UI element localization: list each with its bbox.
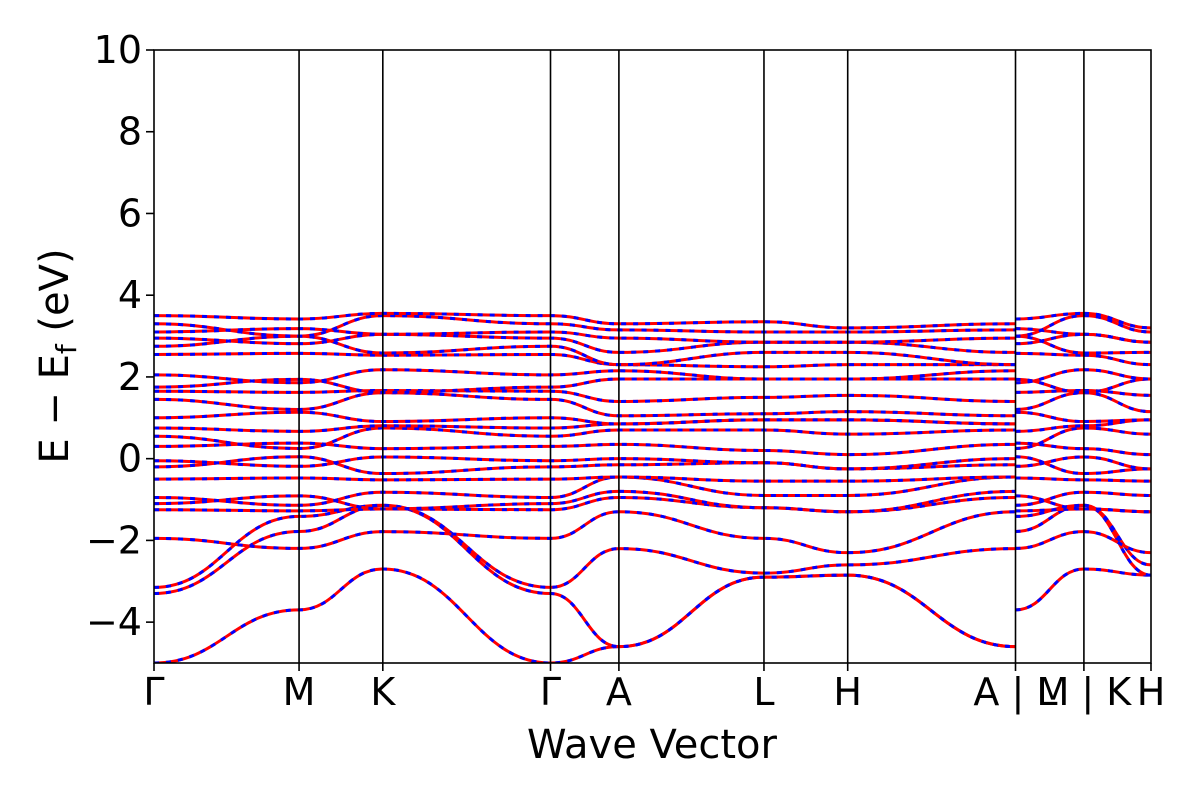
band-line-spin-up — [154, 503, 1016, 589]
band-line-spin-up — [1083, 332, 1151, 344]
y-axis-title-main: E − E — [32, 354, 78, 464]
band-line-spin-up — [1083, 350, 1151, 355]
band-line-spin-up — [1015, 530, 1084, 550]
y-tick-label: 8 — [118, 110, 142, 154]
plot-frame — [153, 49, 1152, 664]
y-axis-title: E − Ef (eV) — [32, 248, 83, 463]
band-line-spin-down — [1015, 567, 1084, 612]
band-line-spin-down — [1083, 368, 1151, 381]
x-tick-label: Γ — [143, 670, 164, 714]
band-line-spin-up — [1083, 490, 1151, 497]
band-line-spin-up — [1083, 426, 1151, 436]
band-line-spin-down — [1015, 351, 1084, 357]
x-tick-label: M — [283, 670, 316, 714]
x-tick-label: A | L — [973, 670, 1057, 715]
band-line-spin-down — [1083, 455, 1151, 471]
band-line-spin-down — [1083, 503, 1151, 577]
y-tick-label: 2 — [118, 355, 142, 399]
band-line-spin-down — [1083, 530, 1151, 555]
band-line-spin-down — [1015, 311, 1084, 321]
band-line-spin-up — [1083, 368, 1151, 381]
band-line-spin-down — [1015, 455, 1084, 476]
x-tick-label: A — [606, 670, 632, 714]
y-axis-ticks: −4 −2 0 2 4 6 8 10 — [86, 28, 154, 644]
band-line-spin-down — [1015, 327, 1084, 336]
band-line-spin-up — [1083, 507, 1151, 514]
band-line-spin-up — [1083, 353, 1151, 367]
band-line-spin-up — [1015, 476, 1084, 482]
y-axis-title-subscript: f — [50, 343, 83, 354]
band-line-spin-down — [1083, 391, 1151, 414]
band-line-spin-down — [1083, 503, 1151, 567]
band-line-spin-down — [154, 510, 1016, 555]
band-line-spin-up — [1083, 314, 1151, 334]
band-line-spin-down — [1015, 377, 1084, 394]
band-line-spin-up — [1083, 447, 1151, 457]
band-line-spin-down — [1015, 455, 1084, 468]
x-tick-label: H — [1137, 670, 1166, 714]
band-line-spin-up — [1083, 503, 1151, 567]
band-line-spin-down — [1015, 424, 1084, 433]
band-line-spin-down — [1015, 441, 1084, 451]
y-tick-label: −2 — [86, 518, 142, 562]
y-tick-label: 0 — [118, 437, 142, 481]
y-tick-label: −4 — [86, 600, 142, 644]
band-line-spin-down — [154, 410, 1016, 426]
band-line-spin-down — [1015, 314, 1084, 338]
band-line-spin-down — [1083, 314, 1151, 334]
band-line-spin-up — [1083, 377, 1151, 394]
band-line-spin-down — [1015, 476, 1084, 482]
band-line-spin-down — [1083, 332, 1151, 344]
x-axis-title: Wave Vector — [527, 722, 778, 768]
band-line-spin-down — [1015, 530, 1084, 550]
band-line-spin-down — [1015, 503, 1084, 518]
band-line-spin-down — [1015, 490, 1084, 507]
band-line-spin-down — [1015, 503, 1084, 533]
y-tick-label: 6 — [118, 191, 142, 235]
x-tick-label: Γ — [540, 670, 561, 714]
band-line-spin-down — [1083, 311, 1151, 330]
band-line-spin-down — [154, 503, 1016, 589]
band-line-spin-down — [1083, 353, 1151, 367]
band-line-spin-down — [1015, 426, 1084, 450]
band-line-spin-up — [1015, 368, 1084, 385]
band-line-spin-down — [1015, 368, 1084, 385]
band-line-spin-up — [1015, 410, 1084, 424]
y-tick-label: 10 — [94, 28, 142, 72]
y-tick-label: 4 — [118, 273, 142, 317]
band-line-spin-down — [1015, 494, 1084, 511]
band-line-spin-down — [1015, 334, 1084, 355]
x-tick-label: L — [753, 670, 774, 714]
band-line-spin-up — [1015, 327, 1084, 336]
x-tick-label: M | K — [1037, 670, 1133, 715]
x-tick-label: K — [370, 670, 396, 714]
band-line-spin-up — [1083, 455, 1151, 471]
band-line-spin-up — [1015, 391, 1084, 411]
x-tick-label: H — [833, 670, 862, 714]
high-symmetry-lines — [298, 50, 1085, 663]
band-lines — [154, 311, 1151, 663]
band-line-spin-up — [1083, 478, 1151, 483]
y-axis-title-unit: (eV) — [32, 248, 78, 344]
band-line-spin-up — [1015, 567, 1084, 612]
band-line-spin-down — [1015, 410, 1084, 424]
band-line-spin-up — [1083, 418, 1151, 424]
